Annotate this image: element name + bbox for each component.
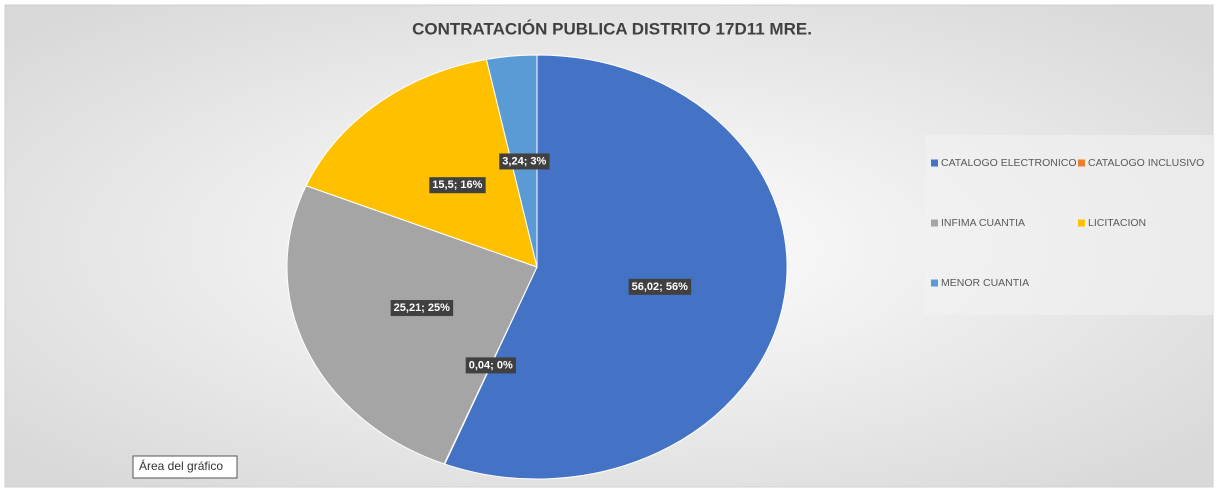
data-label-text: 25,21; 25% — [394, 302, 450, 314]
data-label: 15,5; 16% — [429, 177, 486, 194]
chart-title: CONTRATACIÓN PUBLICA DISTRITO 17D11 MRE. — [412, 19, 812, 38]
legend-box — [925, 135, 1215, 315]
legend-label: MENOR CUANTIA — [941, 277, 1029, 289]
data-label-box — [429, 177, 486, 194]
data-label-box — [499, 153, 550, 170]
data-label-box — [628, 278, 692, 295]
legend-label: CATALOGO ELECTRONICO — [941, 157, 1077, 169]
legend-label: LICITACION — [1088, 217, 1146, 229]
legend-swatch — [931, 159, 938, 167]
data-label: 3,24; 3% — [499, 153, 550, 170]
tooltip: Área del gráfico — [132, 455, 238, 479]
tooltip-text: Área del gráfico — [139, 458, 223, 473]
pie-slice — [286, 185, 538, 465]
data-label: 25,21; 25% — [390, 300, 454, 317]
pie-slice — [444, 54, 788, 480]
legend-swatch — [931, 219, 938, 227]
data-label-box — [390, 300, 454, 317]
tooltip-box — [132, 455, 238, 479]
data-label-box — [465, 357, 516, 374]
legend-swatch — [931, 279, 938, 287]
legend-label: INFIMA CUANTIA — [941, 217, 1025, 229]
pie-slice — [305, 58, 538, 268]
data-label-text: 56,02; 56% — [632, 281, 688, 293]
data-label-text: 3,24; 3% — [502, 155, 546, 167]
data-label-text: 0,04; 0% — [469, 359, 513, 371]
data-label: 56,02; 56% — [628, 278, 692, 295]
data-label: 0,04; 0% — [465, 357, 516, 374]
legend-swatch — [1078, 219, 1085, 227]
legend-label: CATALOGO INCLUSIVO — [1088, 157, 1204, 169]
legend-swatch — [1078, 159, 1085, 167]
data-label-text: 15,5; 16% — [432, 179, 482, 191]
